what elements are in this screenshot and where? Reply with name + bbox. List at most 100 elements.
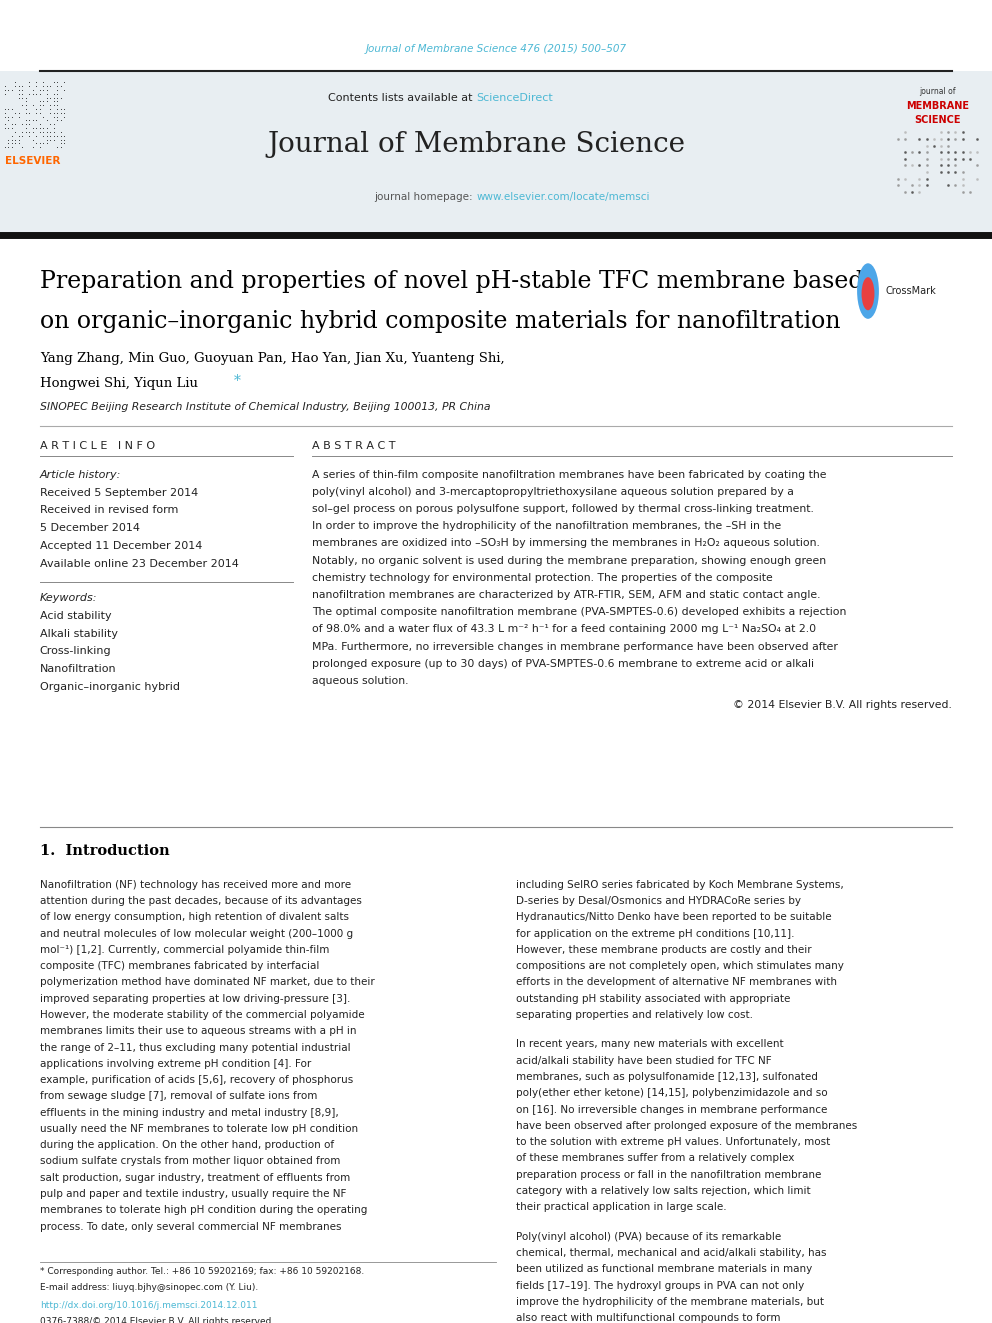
Text: MPa. Furthermore, no irreversible changes in membrane performance have been obse: MPa. Furthermore, no irreversible change… bbox=[312, 642, 838, 652]
Text: Available online 23 December 2014: Available online 23 December 2014 bbox=[40, 558, 238, 569]
Text: polymerization method have dominated NF market, due to their: polymerization method have dominated NF … bbox=[40, 978, 374, 987]
Text: on organic–inorganic hybrid composite materials for nanofiltration: on organic–inorganic hybrid composite ma… bbox=[40, 310, 840, 333]
Text: outstanding pH stability associated with appropriate: outstanding pH stability associated with… bbox=[516, 994, 791, 1004]
Text: Nanofiltration (NF) technology has received more and more: Nanofiltration (NF) technology has recei… bbox=[40, 880, 351, 890]
Text: membranes are oxidized into –SO₃H by immersing the membranes in H₂O₂ aqueous sol: membranes are oxidized into –SO₃H by imm… bbox=[312, 538, 820, 549]
Text: salt production, sugar industry, treatment of effluents from: salt production, sugar industry, treatme… bbox=[40, 1172, 350, 1183]
Text: on [16]. No irreversible changes in membrane performance: on [16]. No irreversible changes in memb… bbox=[516, 1105, 827, 1114]
Text: of these membranes suffer from a relatively complex: of these membranes suffer from a relativ… bbox=[516, 1154, 795, 1163]
Text: poly(ether ether ketone) [14,15], polybenzimidazole and so: poly(ether ether ketone) [14,15], polybe… bbox=[516, 1089, 827, 1098]
Text: have been observed after prolonged exposure of the membranes: have been observed after prolonged expos… bbox=[516, 1121, 857, 1131]
Text: membranes to tolerate high pH condition during the operating: membranes to tolerate high pH condition … bbox=[40, 1205, 367, 1216]
Text: Hongwei Shi, Yiqun Liu: Hongwei Shi, Yiqun Liu bbox=[40, 377, 197, 390]
Text: separating properties and relatively low cost.: separating properties and relatively low… bbox=[516, 1009, 753, 1020]
Text: Alkali stability: Alkali stability bbox=[40, 628, 118, 639]
Text: CrossMark: CrossMark bbox=[886, 286, 936, 296]
Text: effluents in the mining industry and metal industry [8,9],: effluents in the mining industry and met… bbox=[40, 1107, 338, 1118]
Text: for application on the extreme pH conditions [10,11].: for application on the extreme pH condit… bbox=[516, 929, 795, 938]
Text: A R T I C L E   I N F O: A R T I C L E I N F O bbox=[40, 441, 155, 451]
Text: and neutral molecules of low molecular weight (200–1000 g: and neutral molecules of low molecular w… bbox=[40, 929, 353, 938]
Text: However, the moderate stability of the commercial polyamide: However, the moderate stability of the c… bbox=[40, 1009, 364, 1020]
Text: Poly(vinyl alcohol) (PVA) because of its remarkable: Poly(vinyl alcohol) (PVA) because of its… bbox=[516, 1232, 781, 1242]
Text: Preparation and properties of novel pH-stable TFC membrane based: Preparation and properties of novel pH-s… bbox=[40, 270, 863, 294]
Text: chemistry technology for environmental protection. The properties of the composi: chemistry technology for environmental p… bbox=[312, 573, 773, 583]
Text: 1.  Introduction: 1. Introduction bbox=[40, 844, 170, 857]
Text: * Corresponding author. Tel.: +86 10 59202169; fax: +86 10 59202168.: * Corresponding author. Tel.: +86 10 592… bbox=[40, 1267, 364, 1277]
Ellipse shape bbox=[862, 278, 875, 310]
Text: http://dx.doi.org/10.1016/j.memsci.2014.12.011: http://dx.doi.org/10.1016/j.memsci.2014.… bbox=[40, 1301, 257, 1310]
Text: The optimal composite nanofiltration membrane (PVA-SMPTES-0.6) developed exhibit: The optimal composite nanofiltration mem… bbox=[312, 607, 847, 618]
Text: improved separating properties at low driving-pressure [3].: improved separating properties at low dr… bbox=[40, 994, 350, 1004]
Text: poly(vinyl alcohol) and 3-mercaptopropyltriethoxysilane aqueous solution prepare: poly(vinyl alcohol) and 3-mercaptopropyl… bbox=[312, 487, 795, 497]
Text: their practical application in large scale.: their practical application in large sca… bbox=[516, 1203, 726, 1212]
Text: improve the hydrophilicity of the membrane materials, but: improve the hydrophilicity of the membra… bbox=[516, 1297, 823, 1307]
Text: 5 December 2014: 5 December 2014 bbox=[40, 523, 140, 533]
Text: However, these membrane products are costly and their: However, these membrane products are cos… bbox=[516, 945, 811, 955]
Text: journal of: journal of bbox=[920, 87, 955, 95]
Text: sodium sulfate crystals from mother liquor obtained from: sodium sulfate crystals from mother liqu… bbox=[40, 1156, 340, 1167]
Text: prolonged exposure (up to 30 days) of PVA-SMPTES-0.6 membrane to extreme acid or: prolonged exposure (up to 30 days) of PV… bbox=[312, 659, 814, 669]
Text: process. To date, only several commercial NF membranes: process. To date, only several commercia… bbox=[40, 1221, 341, 1232]
Bar bbox=[0, 71, 992, 235]
Text: Contents lists available at: Contents lists available at bbox=[328, 93, 476, 103]
Text: during the application. On the other hand, production of: during the application. On the other han… bbox=[40, 1140, 333, 1150]
Text: Acid stability: Acid stability bbox=[40, 611, 111, 620]
Text: A series of thin-film composite nanofiltration membranes have been fabricated by: A series of thin-film composite nanofilt… bbox=[312, 470, 827, 480]
Text: pulp and paper and textile industry, usually require the NF: pulp and paper and textile industry, usu… bbox=[40, 1189, 346, 1199]
Text: chemical, thermal, mechanical and acid/alkali stability, has: chemical, thermal, mechanical and acid/a… bbox=[516, 1248, 826, 1258]
Text: MEMBRANE: MEMBRANE bbox=[906, 101, 969, 111]
Text: of low energy consumption, high retention of divalent salts: of low energy consumption, high retentio… bbox=[40, 913, 348, 922]
Text: preparation process or fall in the nanofiltration membrane: preparation process or fall in the nanof… bbox=[516, 1170, 821, 1180]
Text: Received in revised form: Received in revised form bbox=[40, 505, 178, 516]
Text: composite (TFC) membranes fabricated by interfacial: composite (TFC) membranes fabricated by … bbox=[40, 960, 319, 971]
Text: ELSEVIER: ELSEVIER bbox=[5, 156, 61, 167]
Text: usually need the NF membranes to tolerate low pH condition: usually need the NF membranes to tolerat… bbox=[40, 1125, 358, 1134]
Text: © 2014 Elsevier B.V. All rights reserved.: © 2014 Elsevier B.V. All rights reserved… bbox=[733, 700, 952, 710]
Text: Yang Zhang, Min Guo, Guoyuan Pan, Hao Yan, Jian Xu, Yuanteng Shi,: Yang Zhang, Min Guo, Guoyuan Pan, Hao Ya… bbox=[40, 352, 504, 365]
Text: of 98.0% and a water flux of 43.3 L m⁻² h⁻¹ for a feed containing 2000 mg L⁻¹ Na: of 98.0% and a water flux of 43.3 L m⁻² … bbox=[312, 624, 816, 635]
Text: to the solution with extreme pH values. Unfortunately, most: to the solution with extreme pH values. … bbox=[516, 1138, 830, 1147]
Text: SINOPEC Beijing Research Institute of Chemical Industry, Beijing 100013, PR Chin: SINOPEC Beijing Research Institute of Ch… bbox=[40, 402, 490, 413]
Text: Keywords:: Keywords: bbox=[40, 593, 97, 603]
Text: Organic–inorganic hybrid: Organic–inorganic hybrid bbox=[40, 683, 180, 692]
Text: Accepted 11 December 2014: Accepted 11 December 2014 bbox=[40, 541, 202, 552]
Text: Journal of Membrane Science 476 (2015) 500–507: Journal of Membrane Science 476 (2015) 5… bbox=[365, 44, 627, 54]
Text: attention during the past decades, because of its advantages: attention during the past decades, becau… bbox=[40, 896, 361, 906]
Text: Cross-linking: Cross-linking bbox=[40, 647, 111, 656]
Text: SCIENCE: SCIENCE bbox=[915, 115, 960, 126]
Text: aqueous solution.: aqueous solution. bbox=[312, 676, 409, 687]
Text: example, purification of acids [5,6], recovery of phosphorus: example, purification of acids [5,6], re… bbox=[40, 1076, 353, 1085]
Text: Received 5 September 2014: Received 5 September 2014 bbox=[40, 487, 198, 497]
Text: membranes, such as polysulfonamide [12,13], sulfonated: membranes, such as polysulfonamide [12,1… bbox=[516, 1072, 817, 1082]
Text: In order to improve the hydrophilicity of the nanofiltration membranes, the –SH : In order to improve the hydrophilicity o… bbox=[312, 521, 782, 532]
Text: also react with multifunctional compounds to form: also react with multifunctional compound… bbox=[516, 1314, 781, 1323]
Text: nanofiltration membranes are characterized by ATR-FTIR, SEM, AFM and static cont: nanofiltration membranes are characteriz… bbox=[312, 590, 821, 601]
Text: category with a relatively low salts rejection, which limit: category with a relatively low salts rej… bbox=[516, 1185, 810, 1196]
Text: E-mail address: liuyq.bjhy@sinopec.com (Y. Liu).: E-mail address: liuyq.bjhy@sinopec.com (… bbox=[40, 1283, 258, 1293]
Text: 0376-7388/© 2014 Elsevier B.V. All rights reserved.: 0376-7388/© 2014 Elsevier B.V. All right… bbox=[40, 1316, 274, 1323]
Text: ScienceDirect: ScienceDirect bbox=[476, 93, 553, 103]
Text: from sewage sludge [7], removal of sulfate ions from: from sewage sludge [7], removal of sulfa… bbox=[40, 1091, 317, 1101]
Text: fields [17–19]. The hydroxyl groups in PVA can not only: fields [17–19]. The hydroxyl groups in P… bbox=[516, 1281, 805, 1290]
Text: including SelRO series fabricated by Koch Membrane Systems,: including SelRO series fabricated by Koc… bbox=[516, 880, 843, 890]
Text: acid/alkali stability have been studied for TFC NF: acid/alkali stability have been studied … bbox=[516, 1056, 772, 1066]
Text: Notably, no organic solvent is used during the membrane preparation, showing eno: Notably, no organic solvent is used duri… bbox=[312, 556, 826, 566]
Text: *: * bbox=[234, 374, 241, 388]
Text: Hydranautics/Nitto Denko have been reported to be suitable: Hydranautics/Nitto Denko have been repor… bbox=[516, 913, 831, 922]
Text: Journal of Membrane Science: Journal of Membrane Science bbox=[267, 131, 685, 157]
Text: efforts in the development of alternative NF membranes with: efforts in the development of alternativ… bbox=[516, 978, 837, 987]
Text: Article history:: Article history: bbox=[40, 470, 121, 480]
Text: A B S T R A C T: A B S T R A C T bbox=[312, 441, 396, 451]
Text: In recent years, many new materials with excellent: In recent years, many new materials with… bbox=[516, 1040, 784, 1049]
Text: compositions are not completely open, which stimulates many: compositions are not completely open, wh… bbox=[516, 960, 844, 971]
Text: sol–gel process on porous polysulfone support, followed by thermal cross-linking: sol–gel process on porous polysulfone su… bbox=[312, 504, 814, 515]
Text: Nanofiltration: Nanofiltration bbox=[40, 664, 116, 675]
Text: mol⁻¹) [1,2]. Currently, commercial polyamide thin-film: mol⁻¹) [1,2]. Currently, commercial poly… bbox=[40, 945, 329, 955]
Text: D-series by Desal/Osmonics and HYDRACoRe series by: D-series by Desal/Osmonics and HYDRACoRe… bbox=[516, 896, 801, 906]
Text: applications involving extreme pH condition [4]. For: applications involving extreme pH condit… bbox=[40, 1058, 310, 1069]
Text: the range of 2–11, thus excluding many potential industrial: the range of 2–11, thus excluding many p… bbox=[40, 1043, 350, 1053]
Text: been utilized as functional membrane materials in many: been utilized as functional membrane mat… bbox=[516, 1265, 812, 1274]
Text: membranes limits their use to aqueous streams with a pH in: membranes limits their use to aqueous st… bbox=[40, 1027, 356, 1036]
Text: journal homepage:: journal homepage: bbox=[374, 192, 476, 202]
Text: www.elsevier.com/locate/memsci: www.elsevier.com/locate/memsci bbox=[476, 192, 650, 202]
